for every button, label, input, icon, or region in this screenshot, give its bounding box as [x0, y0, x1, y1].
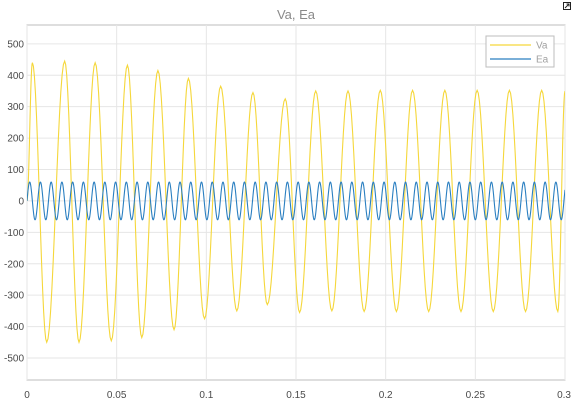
y-tick-label: -200: [4, 259, 24, 270]
y-tick-label: 300: [7, 102, 24, 113]
x-tick-label: 0.25: [466, 390, 486, 401]
legend-label-va: Va: [536, 41, 548, 52]
y-tick-label: -500: [4, 354, 24, 365]
x-tick-label: 0.15: [286, 390, 306, 401]
chart-title: Va, Ea: [277, 7, 316, 22]
y-tick-label: 200: [7, 134, 24, 145]
legend-box: [485, 35, 555, 68]
tick-labels: 0 0.05 0.1 0.15 0.2 0.25 0.3 -500 -400 -300 -200 -1…: [4, 39, 571, 401]
expand-icon[interactable]: [563, 2, 571, 10]
x-tick-label: 0.2: [379, 390, 393, 401]
gridlines: [26, 25, 566, 380]
y-tick-label: -100: [4, 228, 24, 239]
x-tick-label: 0.3: [557, 390, 571, 401]
legend: Va Ea: [485, 35, 555, 68]
y-tick-label: 500: [7, 39, 24, 50]
x-tick-label: 0.05: [107, 390, 127, 401]
x-tick-label: 0.1: [199, 390, 213, 401]
y-tick-label: 400: [7, 71, 24, 82]
legend-label-ea: Ea: [536, 55, 549, 66]
series-line-va: [27, 59, 565, 345]
x-tick-label: 0: [24, 390, 30, 401]
y-tick-label: -400: [4, 322, 24, 333]
y-tick-label: 100: [7, 165, 24, 176]
y-tick-label: -300: [4, 291, 24, 302]
series-layer: [27, 59, 565, 345]
y-tick-label: 0: [18, 196, 24, 207]
series-line-ea: [27, 181, 565, 221]
